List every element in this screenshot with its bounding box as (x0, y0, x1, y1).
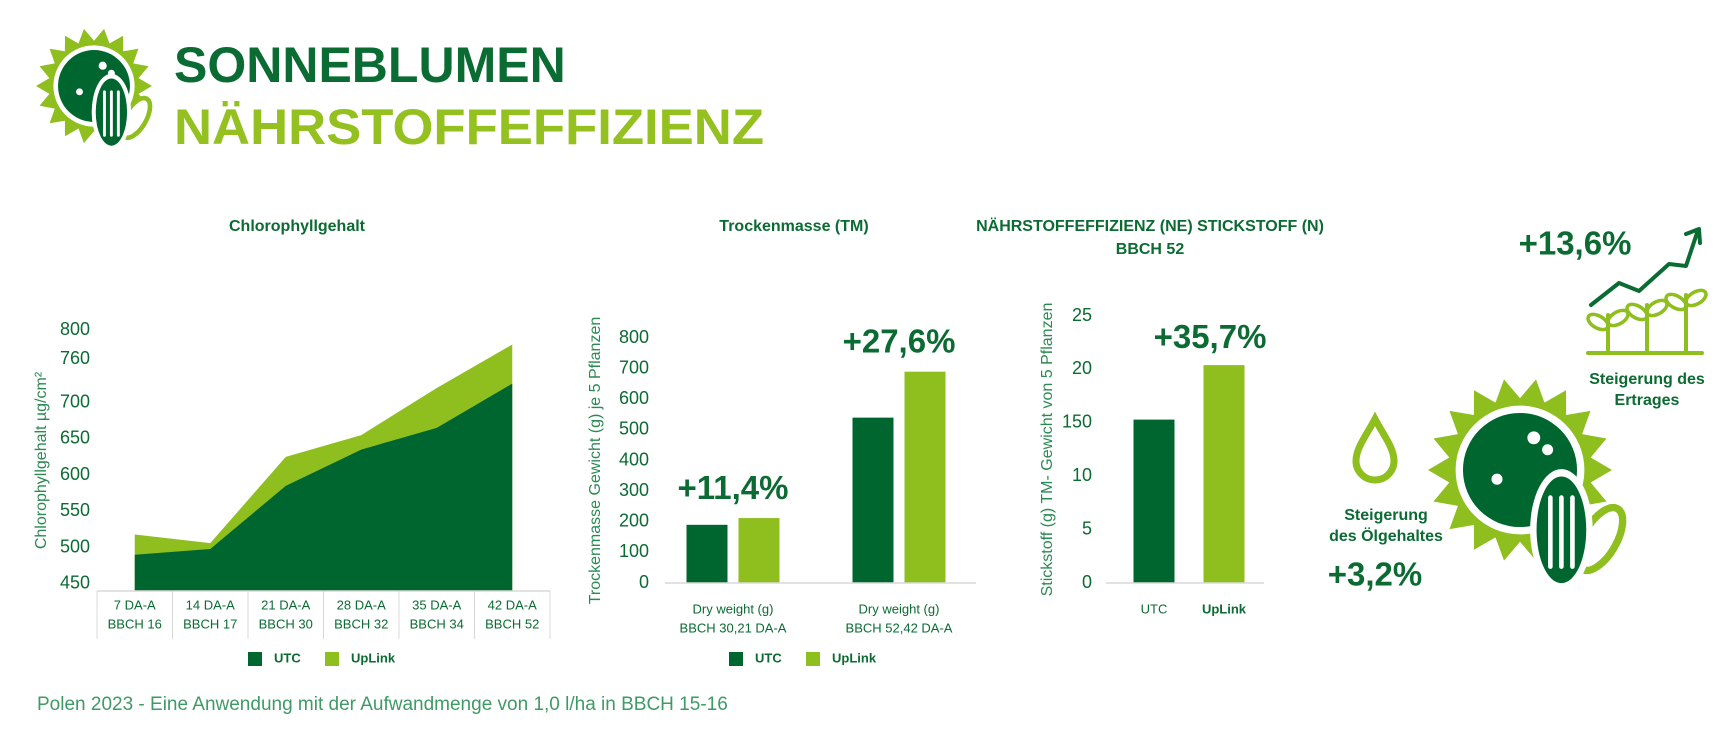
y-tick-label: 600 (619, 388, 649, 408)
leaf (1684, 288, 1708, 308)
x-tick-label: Dry weight (g) (859, 601, 940, 616)
highlight-value: +3,2% (1328, 556, 1423, 593)
x-tick-label: 14 DA-A (186, 597, 235, 612)
y-tick-label: 400 (619, 449, 649, 469)
annotation: +11,4% (677, 469, 788, 506)
chart-title: NÄHRSTOFFEFFIZIENZ (NE) STICKSTOFF (N) (976, 217, 1324, 235)
annotation: +27,6% (843, 322, 956, 359)
y-tick-label: 0 (1082, 572, 1092, 592)
highlight-text: Ertrages (1615, 392, 1680, 409)
y-tick-label: 500 (60, 536, 90, 556)
chart-title: Chlorophyllgehalt (229, 218, 366, 235)
x-tick-label: BBCH 30 (259, 616, 313, 631)
dot (76, 88, 83, 96)
y-tick-label: 760 (60, 348, 90, 368)
legend-label: UpLink (832, 650, 877, 665)
y-axis-title: Chlorophyllgehalt µg/cm² (33, 371, 50, 549)
logo (36, 28, 153, 151)
x-tick-label: 42 DA-A (488, 597, 537, 612)
y-tick-label: 600 (60, 464, 90, 484)
footnote: Polen 2023 - Eine Anwendung mit der Aufw… (37, 694, 728, 715)
x-tick-label: BBCH 34 (410, 616, 464, 631)
x-tick-label: BBCH 52,42 DA-A (846, 620, 953, 635)
dot (98, 61, 107, 70)
growth-icon (1586, 227, 1708, 355)
y-tick-label: 150 (1062, 412, 1092, 432)
x-tick-label: 7 DA-A (114, 597, 156, 612)
y-tick-label: 800 (619, 327, 649, 347)
trend-line (1589, 231, 1699, 307)
x-tick-label: UpLink (1202, 601, 1247, 616)
dot (1542, 444, 1554, 456)
header-subtitle: NÄHRSTOFFEFFIZIENZ (174, 99, 764, 155)
y-tick-label: 20 (1072, 358, 1092, 378)
leaf (1664, 292, 1688, 312)
y-tick-label: 0 (639, 572, 649, 592)
leaf (1586, 312, 1610, 332)
legend-swatch (325, 652, 339, 666)
y-tick-label: 650 (60, 428, 90, 448)
annotation: +35,7% (1154, 318, 1267, 355)
y-tick-label: 5 (1082, 518, 1092, 538)
legend-swatch (806, 652, 820, 666)
y-tick-label: 700 (619, 357, 649, 377)
y-tick-label: 550 (60, 500, 90, 520)
x-tick-label: 28 DA-A (337, 597, 386, 612)
highlight-text: des Ölgehaltes (1329, 526, 1443, 545)
y-tick-label: 450 (60, 573, 90, 593)
dot (1491, 473, 1503, 485)
y-tick-label: 800 (60, 319, 90, 339)
y-axis-title: Trockenmasse Gewicht (g) je 5 Pflanzen (587, 317, 604, 605)
y-tick-label: 25 (1072, 305, 1092, 325)
chart-title: Trockenmasse (TM) (719, 218, 868, 235)
bar (1203, 365, 1245, 583)
oil-drop (1352, 411, 1398, 484)
dot (1527, 431, 1541, 445)
legend-swatch (729, 652, 743, 666)
x-tick-label: BBCH 32 (334, 616, 388, 631)
x-tick-label: BBCH 30,21 DA-A (680, 620, 787, 635)
bar (1133, 419, 1175, 583)
y-tick-label: 10 (1072, 465, 1092, 485)
trend-arrow (1684, 227, 1702, 245)
y-tick-label: 300 (619, 480, 649, 500)
bar (852, 417, 894, 583)
highlight-text: Steigerung des (1589, 371, 1705, 388)
x-tick-label: BBCH 52 (485, 616, 539, 631)
x-tick-label: BBCH 16 (108, 616, 162, 631)
x-tick-label: BBCH 17 (183, 616, 237, 631)
y-tick-label: 500 (619, 419, 649, 439)
legend-swatch (248, 652, 262, 666)
highlight-value: +13,6% (1519, 225, 1632, 262)
bar (738, 518, 780, 583)
bar (904, 371, 946, 583)
bar (686, 524, 728, 583)
y-tick-label: 700 (60, 391, 90, 411)
highlight-text: Steigerung (1344, 507, 1428, 524)
y-axis-title: Stickstoff (g) TM- Gewicht von 5 Pflanze… (1039, 303, 1056, 597)
leaf (1625, 302, 1649, 322)
legend-label: UTC (274, 650, 301, 665)
chart-title: BBCH 52 (1116, 241, 1185, 258)
sunflower-icon (1428, 379, 1627, 591)
x-tick-label: 21 DA-A (261, 597, 310, 612)
y-tick-label: 200 (619, 511, 649, 531)
y-tick-label: 100 (619, 541, 649, 561)
x-tick-label: Dry weight (g) (693, 601, 774, 616)
x-tick-label: UTC (1141, 601, 1168, 616)
legend-label: UpLink (351, 650, 396, 665)
header-title: SONNEBLUMEN (174, 37, 566, 93)
legend-label: UTC (755, 650, 782, 665)
x-tick-label: 35 DA-A (412, 597, 461, 612)
area (134, 383, 513, 591)
